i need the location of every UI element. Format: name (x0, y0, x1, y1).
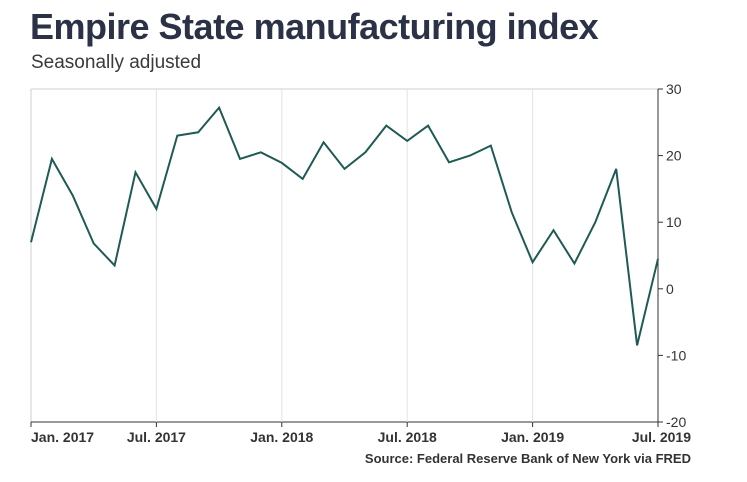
source-note: Source: Federal Reserve Bank of New York… (364, 451, 691, 466)
y-tick-label: 10 (666, 214, 682, 230)
y-tick-label: -10 (666, 347, 686, 363)
x-tick-label: Jul. 2018 (378, 429, 437, 445)
y-tick-label: -20 (666, 414, 686, 430)
y-tick-label: 30 (666, 81, 682, 97)
chart-subtitle: Seasonally adjusted (31, 52, 202, 73)
series-line (30, 105, 659, 346)
y-tick-label: 20 (666, 148, 682, 164)
y-tick-label: 0 (666, 281, 674, 297)
plot-frame (30, 88, 659, 423)
x-tick-label: Jul. 2017 (127, 429, 186, 445)
x-tick-label: Jan. 2019 (501, 429, 564, 445)
series-group (30, 105, 659, 346)
y-axis: 30 20 10 0 -10 -20 (658, 81, 686, 430)
chart-title: Empire State manufacturing index (30, 6, 599, 47)
x-tick-label: Jan. 2017 (31, 429, 94, 445)
x-tick-label: Jan. 2018 (250, 429, 313, 445)
x-tick-label: Jul. 2019 (632, 429, 691, 445)
x-axis: Jan. 2017 Jul. 2017 Jan. 2018 Jul. 2018 Jan.… (30, 422, 691, 445)
vertical-gridlines (155, 89, 534, 422)
